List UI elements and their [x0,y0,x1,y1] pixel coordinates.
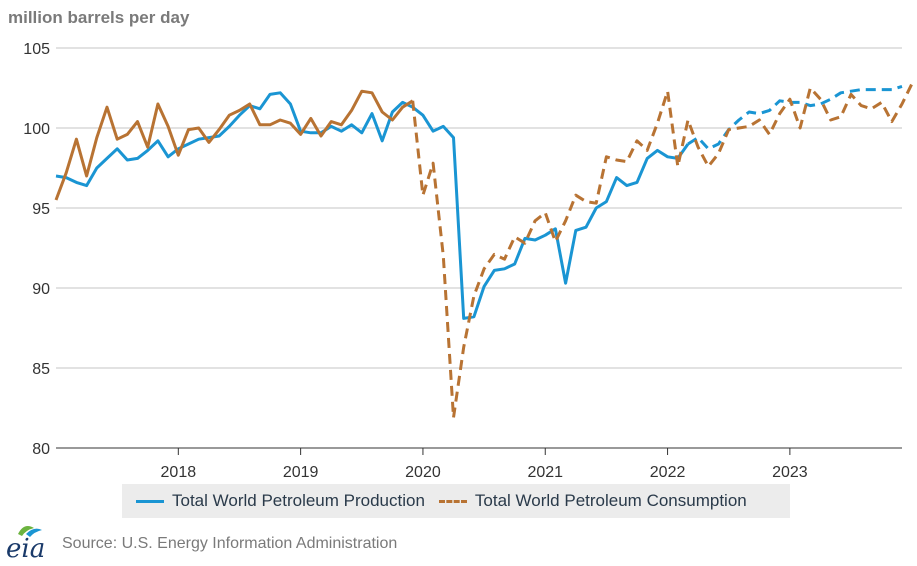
eia-logo: eia [4,524,54,564]
y-tick-label: 95 [32,201,50,218]
series-production-dashed [687,84,903,151]
series-production-solid [55,91,690,320]
y-axis-ticks: 80 85 90 95 100 105 [23,41,50,458]
legend-item-consumption[interactable]: Total World Petroleum Consumption [438,491,747,511]
y-tick-label: 90 [32,281,50,298]
y-tick-label: 100 [23,121,50,138]
x-axis: 2018 2019 2020 2021 2022 2023 [161,448,808,480]
grid-lines [56,47,902,449]
legend-swatch-consumption [438,499,467,503]
x-tick-label: 2019 [283,464,319,480]
x-tick-label: 2021 [527,464,563,480]
legend: Total World Petroleum Production Total W… [122,484,790,518]
series-lines [54,82,914,420]
series-consumption-solid [54,89,414,201]
footer: eia Source: U.S. Energy Information Admi… [4,524,397,564]
x-tick-label: 2023 [772,464,808,480]
series-consumption-dashed [411,82,914,420]
eia-logo-text: eia [6,534,46,564]
y-axis-unit-label: million barrels per day [8,8,190,27]
y-tick-label: 80 [32,441,50,458]
y-tick-label: 105 [23,41,50,58]
x-tick-label: 2020 [405,464,441,480]
legend-label-production: Total World Petroleum Production [172,491,425,510]
legend-label-consumption: Total World Petroleum Consumption [474,491,747,510]
source-note: Source: U.S. Energy Information Administ… [62,535,398,552]
x-tick-label: 2022 [650,464,686,480]
line-chart: 80 85 90 95 100 105 2018 2019 2020 2021 2022 2023 [23,41,914,480]
y-tick-label: 85 [32,361,50,378]
legend-swatch-production [136,499,164,503]
x-tick-label: 2018 [161,464,197,480]
legend-item-production[interactable]: Total World Petroleum Production [136,491,425,511]
